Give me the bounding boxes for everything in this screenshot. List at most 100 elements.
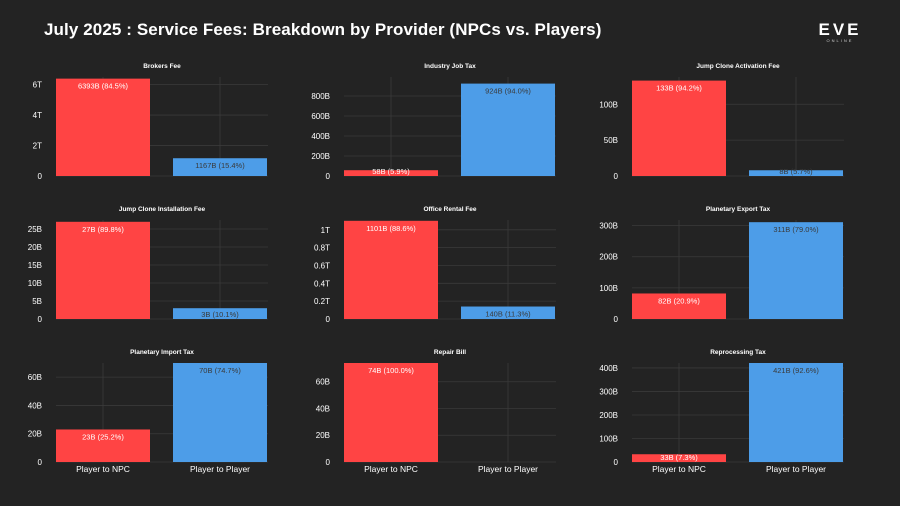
chart-panel: Brokers Fee 0 2T 4T 6T 6393B (84.5%) 1167B (15… [33,63,268,181]
chart-panel: Jump Clone Activation Fee 0 50B 100B 133B (9… [599,63,844,181]
bar-player-to-player [461,83,555,176]
chart-title: Planetary Export Tax [706,206,771,213]
y-tick-label: 100B [599,284,618,293]
bar-value-label: 6393B (84.5%) [78,82,129,91]
chart-panel: Reprocessing Tax 0 100B 200B 300B 400B 33B (7.… [599,349,844,474]
chart-title: Jump Clone Activation Fee [696,63,780,70]
y-tick-label: 0 [326,172,331,181]
bar-player-to-player [173,158,267,176]
bar-value-label: 1167B (15.4%) [195,161,245,170]
bar-player-to-npc [632,293,726,319]
bar-value-label: 924B (94.0%) [485,87,531,96]
bar-value-label: 133B (94.2%) [656,84,702,93]
bar-value-label: 421B (92.6%) [773,366,819,375]
y-tick-label: 200B [311,152,330,161]
y-tick-label: 200B [599,411,618,420]
chart-panel: Planetary Import Tax 0 20B 40B 60B 23B (25.2%… [28,349,268,474]
y-tick-label: 300B [599,387,618,396]
chart-panel: Office Rental Fee 0 0.2T 0.4T 0.6T 0.8T 1T 1101… [314,206,556,324]
y-tick-label: 600B [311,112,330,121]
chart-panel: Planetary Export Tax 0 100B 200B 300B 82B (20… [599,206,844,324]
y-tick-label: 0 [614,315,619,324]
bar-player-to-npc [344,170,438,176]
y-tick-label: 0 [38,458,43,467]
page-title: July 2025 : Service Fees: Breakdown by P… [44,20,602,39]
y-tick-label: 25B [28,225,42,234]
chart-panel: Repair Bill 0 20B 40B 60B 74B (100.0%) Player … [316,349,556,474]
y-tick-label: 0 [38,315,43,324]
chart-title: Repair Bill [434,349,466,356]
x-tick-label: Player to Player [478,464,538,474]
y-tick-label: 100B [599,434,618,443]
x-tick-label: Player to NPC [652,464,706,474]
y-tick-label: 400B [599,364,618,373]
y-tick-label: 0 [38,172,43,181]
bar-player-to-player [461,306,555,319]
bar-value-label: 58B (5.9%) [372,167,410,176]
y-tick-label: 300B [599,222,618,231]
bar-player-to-player [173,308,267,319]
bar-player-to-player [173,363,267,462]
chart-title: Industry Job Tax [424,63,476,70]
bar-value-label: 1101B (88.6%) [366,224,416,233]
bar-player-to-npc [56,221,150,319]
y-tick-label: 40B [28,401,42,410]
chart-title: Planetary Import Tax [130,349,194,356]
bar-value-label: 70B (74.7%) [199,366,241,375]
bar-value-label: 140B (11.3%) [485,310,531,319]
bar-player-to-npc [632,80,726,176]
x-tick-label: Player to Player [766,464,826,474]
y-tick-label: 20B [28,430,42,439]
logo-main-text: EVE [818,20,862,39]
bar-player-to-npc [632,454,726,462]
bar-value-label: 82B (20.9%) [658,296,700,305]
x-tick-label: Player to NPC [76,464,130,474]
y-tick-label: 200B [599,253,618,262]
bar-value-label: 311B (79.0%) [773,225,819,234]
bar-player-to-player [749,170,843,176]
chart-panel: Industry Job Tax 0 200B 400B 600B 800B 58B (5.… [311,63,556,181]
bar-player-to-player [749,363,843,462]
x-tick-label: Player to Player [190,464,250,474]
chart-title: Brokers Fee [143,63,181,70]
chart-title: Office Rental Fee [423,206,476,213]
bar-value-label: 74B (100.0%) [368,366,414,375]
y-tick-label: 20B [316,431,330,440]
y-tick-label: 60B [316,378,330,387]
y-tick-label: 5B [32,297,42,306]
y-tick-label: 15B [28,261,42,270]
x-tick-label: Player to NPC [364,464,418,474]
bar-player-to-npc [56,429,150,462]
y-tick-label: 100B [599,100,618,109]
bar-value-label: 27B (89.8%) [82,225,124,234]
y-tick-label: 0 [326,315,331,324]
y-tick-label: 800B [311,92,330,101]
bar-player-to-npc [344,363,438,462]
y-tick-label: 50B [604,136,618,145]
y-tick-label: 0.8T [314,244,330,253]
chart-title: Jump Clone Installation Fee [119,206,206,213]
logo-sub-text: ONLINE [826,38,854,43]
bar-value-label: 23B (25.2%) [82,432,124,441]
bar-player-to-npc [56,78,150,176]
y-tick-label: 0.2T [314,297,330,306]
y-tick-label: 2T [33,142,42,151]
chart-title: Reprocessing Tax [710,349,766,356]
bar-player-to-npc [344,220,438,319]
bar-value-label: 3B (10.1%) [201,310,239,319]
y-tick-label: 6T [33,81,42,90]
y-tick-label: 400B [311,132,330,141]
y-tick-label: 0 [614,458,619,467]
y-tick-label: 10B [28,279,42,288]
eve-online-logo: EVE ONLINE [810,20,870,44]
bar-player-to-player [749,222,843,319]
bar-value-label: 33B (7.3%) [660,453,698,462]
y-tick-label: 0.6T [314,261,330,270]
y-tick-label: 0 [326,458,331,467]
y-tick-label: 60B [28,373,42,382]
y-tick-label: 0.4T [314,279,330,288]
chart-panel: Jump Clone Installation Fee 0 5B 10B 15B 20B 2… [28,206,268,324]
bar-value-label: 8B (5.7%) [779,167,813,176]
y-tick-label: 1T [321,226,330,235]
